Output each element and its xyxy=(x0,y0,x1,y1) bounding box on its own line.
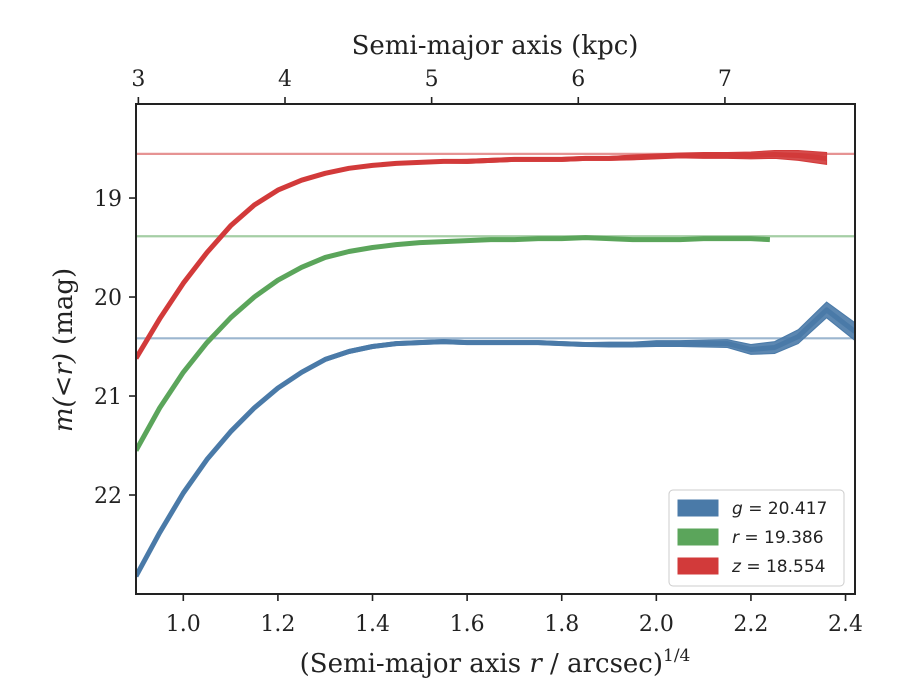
series-line-g xyxy=(136,307,855,578)
legend-swatch-r xyxy=(677,528,719,546)
x-tick-label: 1.6 xyxy=(450,612,485,637)
x-axis-title-prefix: (Semi-major axis xyxy=(300,649,530,679)
y-axis-title-op: < xyxy=(49,376,79,398)
plot-frame xyxy=(135,103,856,595)
legend-swatch-g xyxy=(677,499,719,517)
y-axis-title: m(<r) (mag) xyxy=(49,268,79,432)
legend-label-r: r = 19.386 xyxy=(732,528,824,548)
top-tick-label: 7 xyxy=(718,67,732,92)
legend-label-value: = 18.554 xyxy=(741,557,826,577)
series-line-z xyxy=(136,152,827,360)
x-tick-label: 2.2 xyxy=(733,612,768,637)
y-tick-label: 20 xyxy=(94,286,122,311)
y-tick-label: 22 xyxy=(94,484,122,509)
y-axis-title-prefix: m( xyxy=(49,396,79,432)
series-line-r xyxy=(136,235,771,452)
top-tick-label: 3 xyxy=(131,67,145,92)
y-axis-title-close: ) xyxy=(49,353,79,364)
legend-label-var: g xyxy=(732,499,743,519)
ticks-layer: 1.0 1.2 1.4 1.6 1.8 2.0 2.2 2.4 19 20 21 22 3 4 5 6 7 xyxy=(94,67,863,637)
y-axis-title-unit: (mag) xyxy=(49,268,79,345)
legend-label-var: r xyxy=(732,528,740,548)
x-axis-title-exponent: 1/4 xyxy=(663,646,690,666)
x-tick-label: 1.8 xyxy=(544,612,579,637)
legend-label-z: z = 18.554 xyxy=(731,557,825,577)
x-tick-label: 2.4 xyxy=(828,612,863,637)
x-axis-title-suffix: / arcsec) xyxy=(542,649,663,679)
legend-swatch-z xyxy=(677,557,719,575)
series-band-z xyxy=(136,150,828,361)
x-axis-title-var: r xyxy=(529,649,543,679)
top-axis-title: Semi-major axis (kpc) xyxy=(352,31,639,61)
y-tick-label: 19 xyxy=(94,187,122,212)
x-tick-label: 1.0 xyxy=(166,612,201,637)
top-tick-label: 6 xyxy=(571,67,585,92)
legend-label-value: = 19.386 xyxy=(739,528,824,548)
y-tick-label: 21 xyxy=(94,385,122,410)
y-axis-title-var: r xyxy=(49,362,79,376)
x-tick-label: 1.2 xyxy=(260,612,295,637)
plot-layer xyxy=(136,150,855,579)
x-axis-title: (Semi-major axis r / arcsec)1/4 xyxy=(300,646,691,679)
x-tick-label: 1.4 xyxy=(355,612,390,637)
top-tick-label: 4 xyxy=(278,67,292,92)
legend-label-var: z xyxy=(731,557,742,577)
legend-label-value: = 20.417 xyxy=(743,499,828,519)
x-tick-label: 2.0 xyxy=(639,612,674,637)
legend-label-g: g = 20.417 xyxy=(732,499,827,519)
top-tick-label: 5 xyxy=(425,67,439,92)
